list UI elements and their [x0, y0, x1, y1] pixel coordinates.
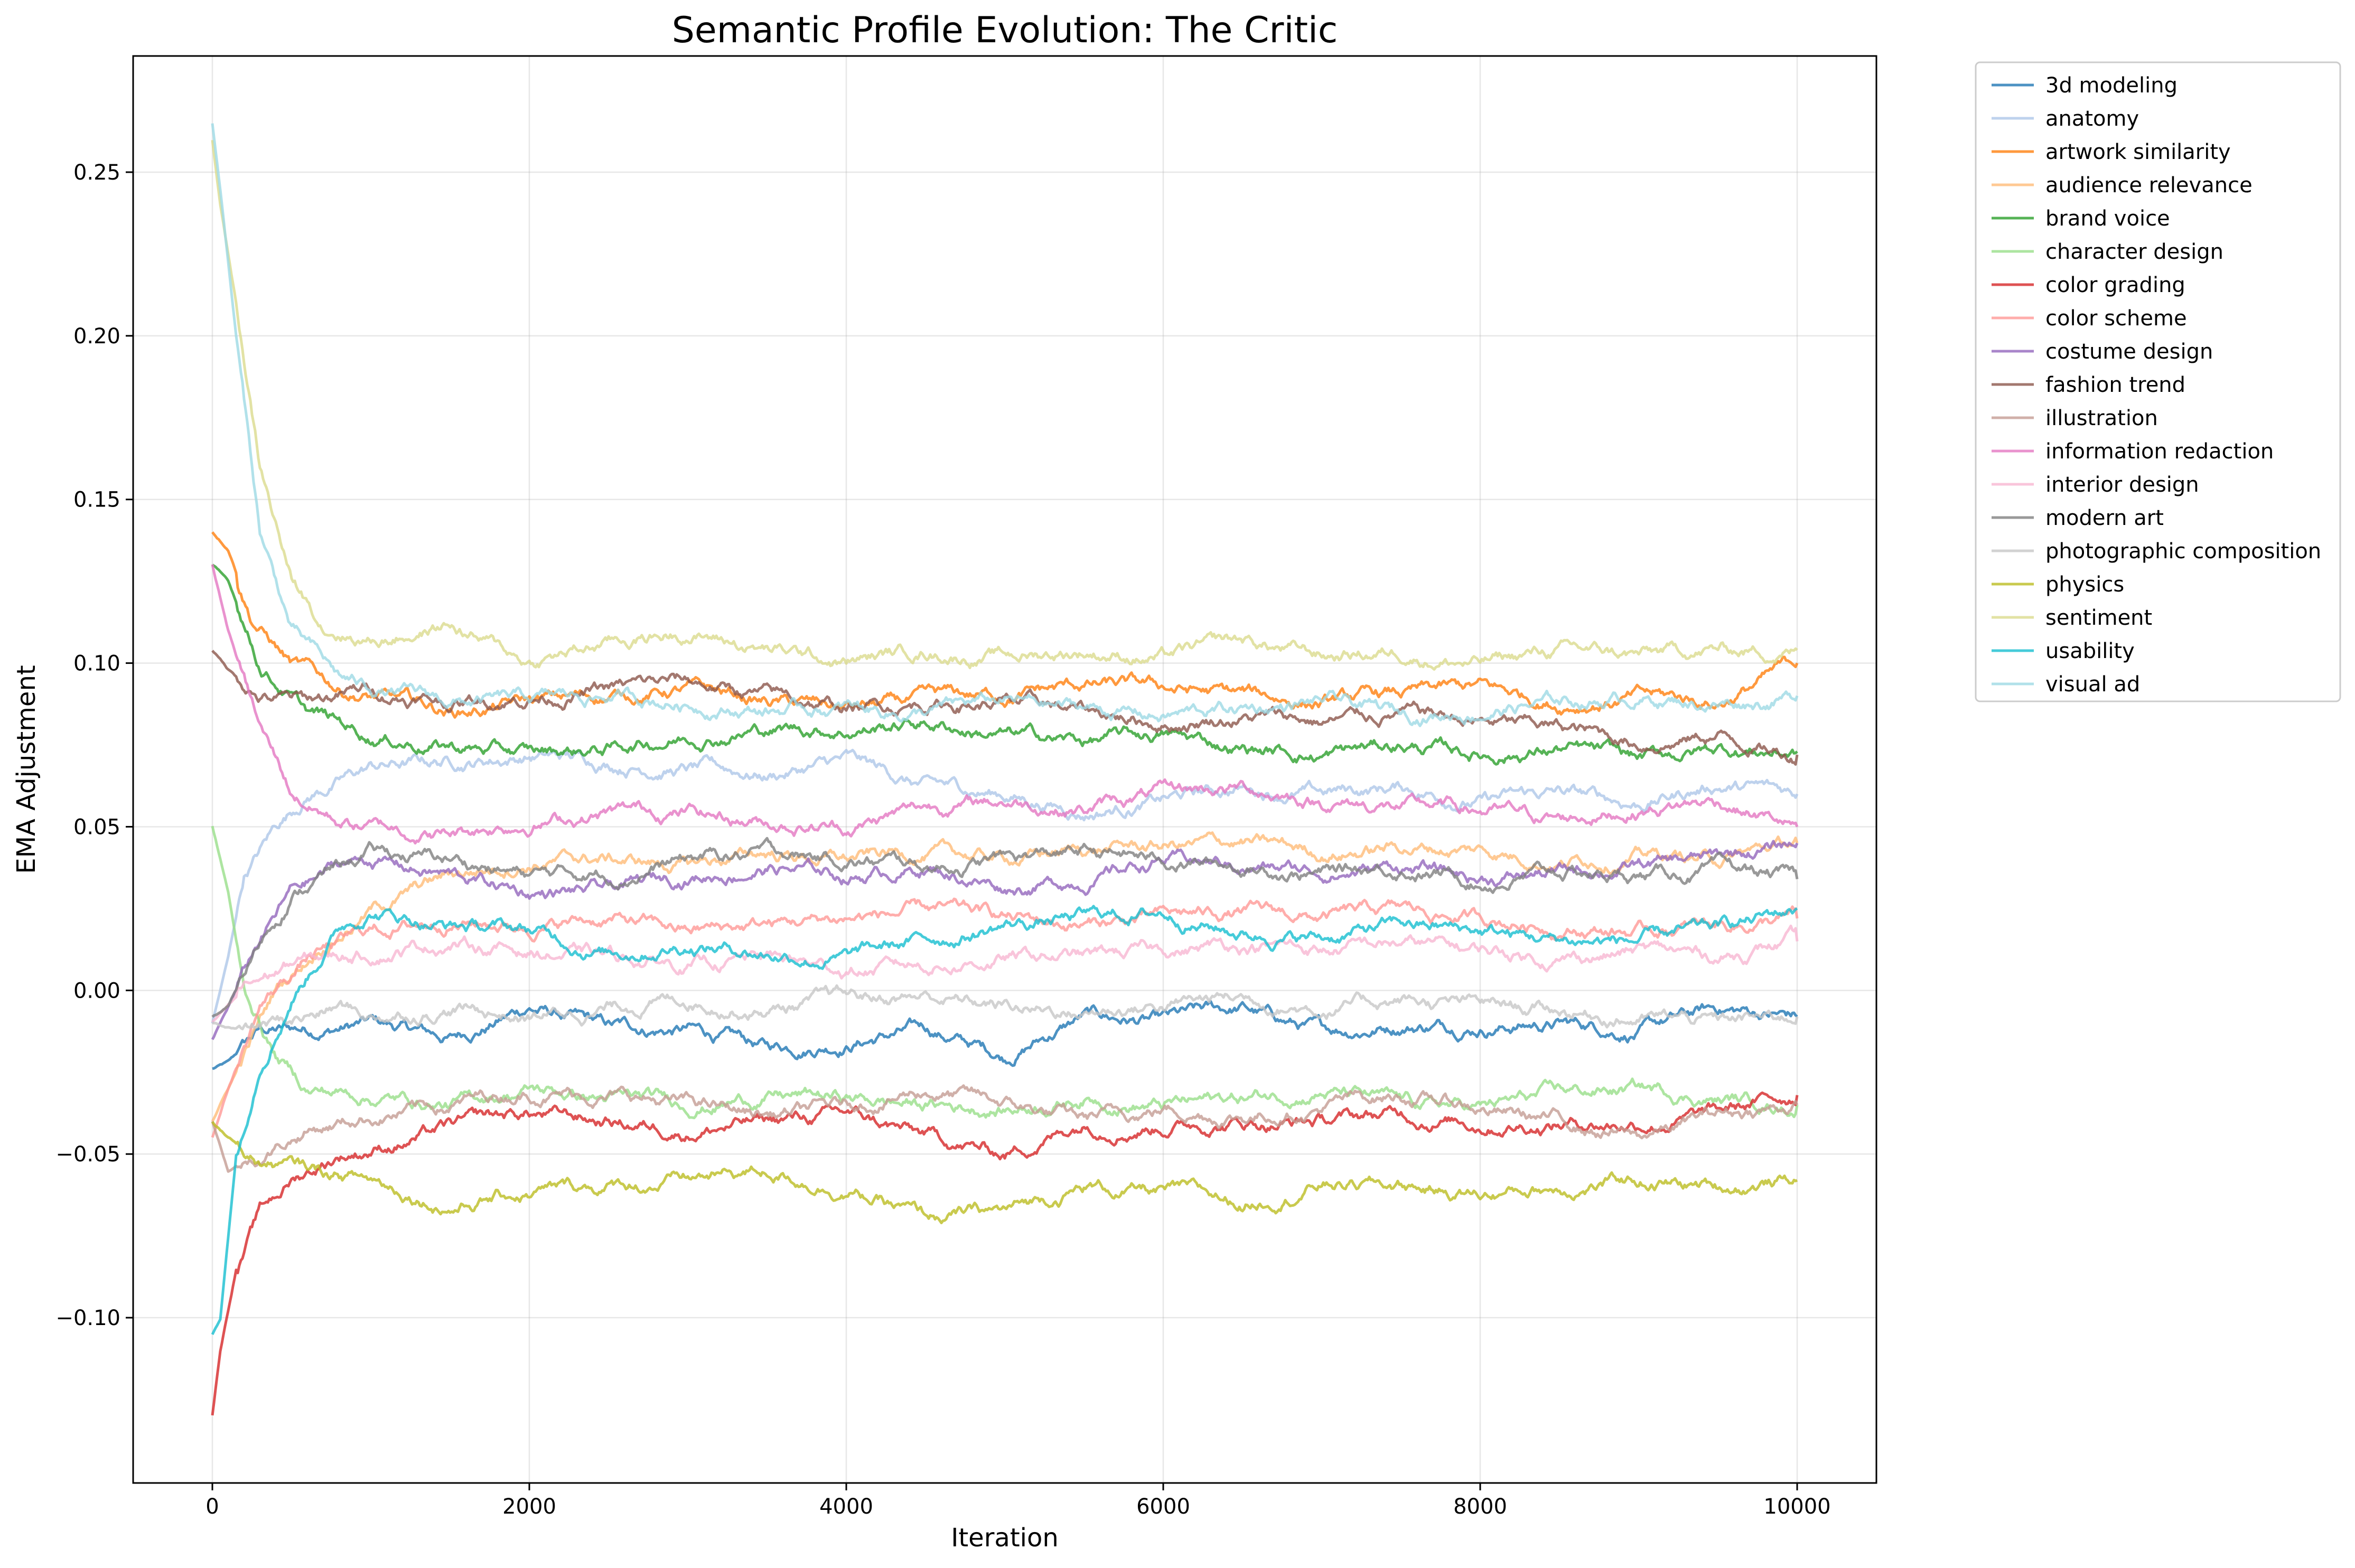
legend-item: interior design: [1992, 473, 2199, 497]
x-tick-label: 6000: [1136, 1495, 1190, 1519]
x-tick-label: 4000: [819, 1495, 873, 1519]
y-axis-label: EMA Adjustment: [12, 665, 41, 874]
x-tick-label: 8000: [1453, 1495, 1507, 1519]
legend-item: character design: [1992, 240, 2223, 264]
series-line-anatomy: [211, 748, 1799, 1024]
series-line-sentiment: [211, 140, 1798, 671]
y-tick-label: 0.10: [73, 652, 120, 676]
legend-label: information redaction: [2045, 439, 2274, 464]
legend-item: photographic composition: [1992, 539, 2321, 564]
legend-label: fashion trend: [2045, 373, 2185, 397]
legend-item: usability: [1992, 639, 2135, 663]
legend-item: artwork similarity: [1992, 140, 2231, 164]
legend-label: illustration: [2045, 406, 2158, 430]
series-line-physics: [211, 1121, 1798, 1225]
series-line-usability: [211, 905, 1798, 1335]
legend-label: visual ad: [2045, 672, 2140, 697]
grid: [133, 56, 1876, 1483]
series-layer: [211, 123, 1799, 1416]
legend-item: visual ad: [1992, 672, 2140, 697]
y-tick-label: 0.20: [73, 324, 120, 349]
y-axis: −0.10 −0.05 0.00 0.05 0.10 0.15 0.20 0.25: [55, 161, 133, 1330]
legend-label: interior design: [2045, 473, 2199, 497]
legend-label: color scheme: [2045, 306, 2187, 331]
legend-item: color scheme: [1992, 306, 2187, 331]
legend-label: brand voice: [2045, 206, 2170, 231]
legend-label: 3d modeling: [2045, 73, 2178, 98]
series-line-information-redaction: [211, 564, 1799, 845]
legend-label: audience relevance: [2045, 173, 2253, 198]
y-tick-label: −0.05: [55, 1142, 120, 1167]
x-tick-label: 0: [205, 1495, 219, 1519]
legend-label: physics: [2045, 572, 2124, 597]
legend-item: physics: [1992, 572, 2124, 597]
legend-item: illustration: [1992, 406, 2158, 430]
chart-title: Semantic Profile Evolution: The Critic: [672, 10, 1338, 51]
legend: 3d modeling anatomy artwork similarity audi…: [1975, 61, 2341, 702]
legend-label: artwork similarity: [2045, 140, 2231, 164]
y-tick-label: 0.25: [73, 161, 120, 185]
series-line-visual-ad: [211, 123, 1799, 727]
series-line-interior-design: [211, 924, 1799, 1024]
x-axis-label: Iteration: [951, 1523, 1059, 1553]
legend-item: costume design: [1992, 340, 2213, 364]
legend-label: color grading: [2045, 273, 2185, 297]
y-tick-label: 0.05: [73, 815, 120, 839]
series-line-color-grading: [211, 1091, 1799, 1416]
legend-item: modern art: [1992, 506, 2164, 530]
legend-label: photographic composition: [2045, 539, 2321, 564]
legend-label: usability: [2045, 639, 2135, 663]
legend-label: modern art: [2045, 506, 2164, 530]
legend-item: color grading: [1992, 273, 2185, 297]
x-axis: 0 2000 4000 6000 8000 10000: [205, 1483, 1831, 1519]
legend-frame: [1975, 61, 2341, 702]
series-line-costume-design: [211, 840, 1799, 1040]
series-line-3d-modeling: [212, 1000, 1798, 1071]
series-line-modern-art: [211, 837, 1799, 1018]
series-line-photographic-composition: [212, 984, 1799, 1030]
series-line-brand-voice: [211, 564, 1798, 766]
series-line-character-design: [211, 825, 1799, 1120]
plot-frame: [132, 55, 1877, 1484]
y-tick-label: 0.00: [73, 979, 120, 1003]
legend-item: audience relevance: [1992, 173, 2253, 198]
legend-item: brand voice: [1992, 206, 2170, 231]
series-line-illustration: [211, 1084, 1799, 1173]
x-tick-label: 2000: [502, 1495, 556, 1519]
legend-label: character design: [2045, 240, 2223, 264]
legend-item: sentiment: [1992, 606, 2152, 630]
x-tick-label: 10000: [1763, 1495, 1830, 1519]
legend-item: fashion trend: [1992, 373, 2185, 397]
y-tick-label: 0.15: [73, 488, 120, 512]
y-tick-label: −0.10: [55, 1306, 120, 1330]
legend-item: information redaction: [1992, 439, 2274, 464]
legend-item: 3d modeling: [1992, 73, 2178, 98]
legend-label: anatomy: [2045, 107, 2139, 131]
legend-item: anatomy: [1992, 107, 2139, 131]
legend-label: costume design: [2045, 340, 2213, 364]
legend-label: sentiment: [2045, 606, 2152, 630]
